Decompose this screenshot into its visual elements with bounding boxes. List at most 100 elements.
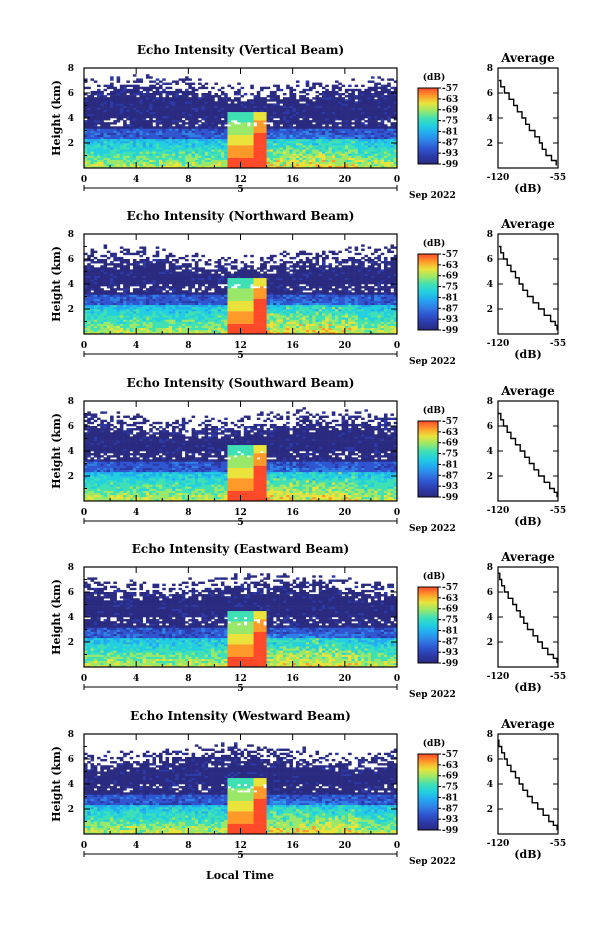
heatmap-cell — [325, 84, 329, 88]
heatmap-cell — [152, 325, 157, 329]
heatmap-cell — [100, 288, 104, 291]
heatmap-cell — [325, 151, 329, 154]
heatmap-cell — [126, 248, 130, 251]
heatmap-cell — [335, 111, 339, 115]
heatmap-cell — [211, 113, 215, 117]
heatmap-cell — [84, 120, 88, 123]
heatmap-cell — [214, 118, 218, 121]
heatmap-cell — [185, 140, 189, 144]
heatmap-cell — [132, 331, 137, 335]
heatmap-cell — [181, 161, 186, 165]
heatmap-cell — [191, 327, 196, 331]
heatmap-cell — [172, 113, 176, 117]
heatmap-cell — [380, 132, 385, 135]
heatmap-cell — [142, 124, 147, 127]
heatmap-cell — [227, 99, 232, 102]
heatmap-cell — [292, 120, 297, 123]
heatmap-cell — [341, 163, 346, 167]
heatmap-cell — [123, 317, 127, 320]
heatmap-cell — [93, 109, 98, 113]
heatmap-cell — [325, 101, 329, 104]
heatmap-cell — [162, 155, 166, 158]
heatmap-cell — [93, 105, 98, 108]
heatmap-cell — [126, 265, 130, 268]
heatmap-cell — [250, 149, 254, 152]
heatmap-cell — [90, 327, 95, 331]
heatmap-cell — [90, 157, 95, 160]
heatmap-cell — [207, 113, 212, 117]
heatmap-cell — [103, 311, 108, 314]
heatmap-cell — [240, 136, 245, 140]
heatmap-cell — [132, 149, 137, 152]
heatmap-cell — [207, 136, 212, 140]
heatmap-cell — [204, 281, 209, 285]
heatmap-cell — [136, 250, 140, 254]
heatmap-cell — [145, 325, 150, 329]
heatmap-cell — [289, 86, 293, 90]
heatmap-cell — [361, 103, 365, 106]
heatmap-cell — [84, 124, 88, 127]
heatmap-cell — [136, 126, 140, 129]
heatmap-cell — [178, 256, 183, 260]
heatmap-cell — [103, 273, 108, 276]
heatmap-cell — [155, 90, 160, 94]
heatmap-cell — [253, 101, 258, 104]
heatmap-cell — [214, 113, 218, 117]
heatmap-cell — [113, 153, 117, 156]
heatmap-cell — [191, 138, 196, 142]
heatmap-cell — [312, 136, 316, 140]
heatmap-cell — [354, 138, 359, 142]
heatmap-cell — [188, 292, 192, 295]
heatmap-cell — [155, 317, 160, 320]
heatmap-cell — [100, 109, 104, 113]
heatmap-cell — [328, 118, 333, 121]
heatmap-cell — [341, 159, 346, 163]
heatmap-cell — [256, 118, 261, 121]
heatmap-cell — [328, 107, 333, 110]
heatmap-cell — [126, 155, 130, 158]
heatmap-cell — [181, 275, 186, 279]
heatmap-cell — [185, 107, 189, 110]
heatmap-cell — [367, 118, 372, 121]
heatmap-cell — [145, 155, 150, 158]
heatmap-cell — [172, 130, 176, 133]
heatmap-cell — [194, 302, 199, 306]
heatmap-cell — [383, 105, 388, 108]
heatmap-cell — [351, 103, 355, 106]
heatmap-cell — [123, 288, 127, 291]
heatmap-cell — [152, 111, 157, 115]
heatmap-cell — [227, 136, 232, 140]
heatmap-cell — [344, 90, 349, 94]
heatmap-cell — [93, 311, 98, 314]
heatmap-cell — [318, 99, 323, 102]
heatmap-cell — [103, 147, 108, 150]
heatmap-cell — [136, 290, 140, 293]
heatmap-cell — [370, 155, 375, 158]
heatmap-cell — [152, 99, 157, 102]
heatmap-cell — [110, 97, 114, 100]
heatmap-cell — [172, 95, 176, 98]
heatmap-cell — [129, 105, 134, 108]
heatmap-cell — [87, 86, 91, 90]
heatmap-cell — [207, 126, 212, 129]
heatmap-cell — [149, 101, 153, 104]
heatmap-cell — [204, 136, 209, 140]
heatmap-cell — [152, 292, 157, 295]
heatmap-cell — [152, 275, 157, 279]
heatmap-cell — [198, 284, 202, 287]
heatmap-cell — [279, 140, 284, 144]
heatmap-cell — [260, 145, 264, 148]
heatmap-cell — [103, 97, 108, 100]
heatmap-cell — [116, 271, 121, 274]
heatmap-cell — [198, 269, 202, 272]
heatmap-cell — [175, 163, 179, 167]
heatmap-cell — [276, 130, 280, 133]
heatmap-cell — [165, 113, 170, 117]
heatmap-cell — [103, 269, 108, 272]
heatmap-cell — [90, 315, 95, 318]
heatmap-cell — [185, 296, 189, 299]
heatmap-cell — [279, 88, 284, 92]
heatmap-cell — [145, 115, 150, 119]
heatmap-cell — [116, 265, 121, 268]
heatmap-cell — [214, 109, 218, 113]
